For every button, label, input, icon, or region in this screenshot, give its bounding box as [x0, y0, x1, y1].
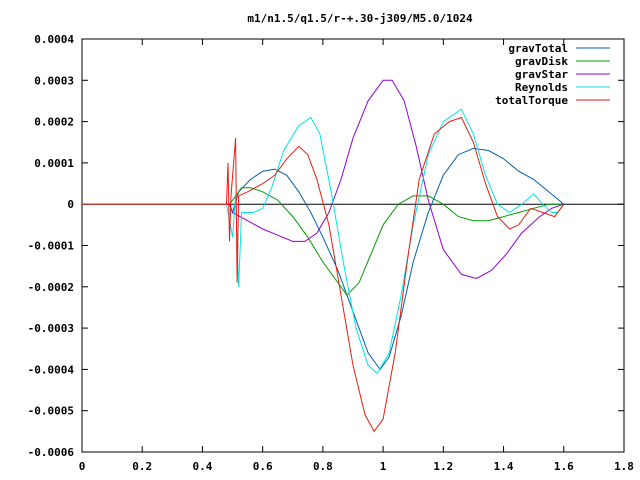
y-tick-label: 0.0003 — [34, 74, 74, 87]
x-tick-label: 1.8 — [614, 460, 634, 473]
legend-label: Reynolds — [515, 81, 568, 94]
y-tick-label: 0 — [67, 198, 74, 211]
x-tick-label: 0.4 — [193, 460, 213, 473]
y-tick-label: -0.0004 — [28, 363, 75, 376]
y-tick-label: 0.0002 — [34, 116, 74, 129]
y-tick-label: 0.0004 — [34, 33, 74, 46]
y-axis: 0.0004 0.0003 0.0002 0.0001 0 -0.0001 -0.0002 -… — [28, 33, 624, 459]
x-axis: 0 0.2 0.4 0.6 0.8 1 1.2 1.4 1.6 1.8 — [79, 39, 634, 473]
y-tick-label: 0.0001 — [34, 157, 74, 170]
series-line-totalTorque — [82, 116, 565, 433]
legend-label: gravDisk — [515, 55, 568, 68]
chart-title: m1/n1.5/q1.5/r-+.30-j309/M5.0/1024 — [247, 12, 473, 25]
legend-label: gravStar — [515, 68, 568, 81]
legend-label: totalTorque — [495, 94, 568, 107]
y-tick-label: -0.0006 — [28, 446, 75, 459]
x-tick-label: 1.6 — [554, 460, 574, 473]
x-tick-label: 0.8 — [313, 460, 333, 473]
y-tick-label: -0.0005 — [28, 405, 74, 418]
x-tick-label: 1 — [380, 460, 387, 473]
x-tick-label: 0.2 — [132, 460, 152, 473]
series-lines — [82, 79, 565, 433]
x-tick-label: 1.4 — [494, 460, 514, 473]
legend-label: gravTotal — [508, 42, 568, 55]
x-tick-label: 1.2 — [433, 460, 453, 473]
series-line-Reynolds — [82, 108, 565, 375]
x-tick-label: 0.6 — [253, 460, 273, 473]
series-line-gravStar — [82, 79, 564, 280]
legend: gravTotalgravDiskgravStarReynoldstotalTo… — [495, 42, 610, 107]
y-tick-label: -0.0001 — [28, 240, 75, 253]
y-tick-label: -0.0002 — [28, 281, 74, 294]
x-tick-label: 0 — [79, 460, 86, 473]
series-line-gravTotal — [82, 147, 565, 371]
y-tick-label: -0.0003 — [28, 322, 74, 335]
